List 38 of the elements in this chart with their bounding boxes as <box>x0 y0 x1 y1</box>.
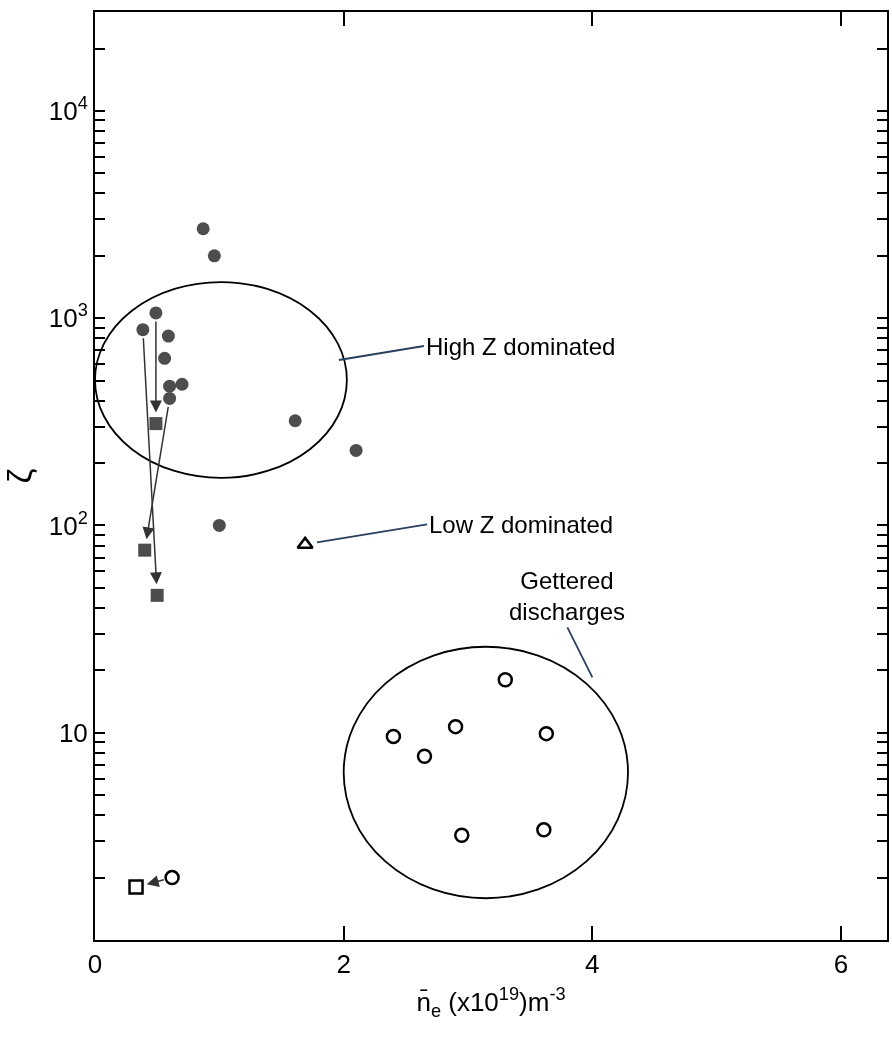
point <box>138 543 152 557</box>
point <box>538 725 555 742</box>
x-tick-label: 0 <box>87 949 103 980</box>
point <box>128 879 144 895</box>
point <box>161 329 175 343</box>
point <box>296 536 314 549</box>
point <box>149 306 163 320</box>
point <box>158 351 172 365</box>
point <box>163 379 177 393</box>
point <box>447 718 464 735</box>
point <box>207 249 221 263</box>
point <box>175 377 189 391</box>
point <box>150 588 164 602</box>
point <box>416 748 433 764</box>
y-axis-title: ζ <box>0 468 38 484</box>
x-tick-label: 6 <box>833 949 849 980</box>
point <box>212 518 226 532</box>
point <box>454 827 470 844</box>
y-tick-label: 10$^{4}$ <box>48 93 88 126</box>
y-tick-label: 10$^{3}$ <box>48 300 88 334</box>
x-tick-label: 4 <box>585 949 600 980</box>
annotation: Gettered discharges <box>509 567 626 626</box>
x-axis-title: n̄$_{e}$ (x10$^{19}$)m$^{-3}$ <box>416 984 566 1021</box>
point <box>385 728 402 745</box>
x-tick-label: 2 <box>336 949 351 980</box>
point <box>288 414 302 428</box>
point <box>349 443 363 457</box>
annotation: Low Z dominated <box>429 511 614 538</box>
y-tick-label: 10 <box>58 717 88 748</box>
point <box>163 391 177 405</box>
point <box>196 222 210 236</box>
point <box>136 323 150 337</box>
point <box>164 869 180 886</box>
point <box>497 672 514 688</box>
annotation: High Z dominated <box>426 333 616 360</box>
point <box>536 822 552 838</box>
y-tick-label: 10$^{2}$ <box>48 507 88 541</box>
point <box>149 417 163 431</box>
